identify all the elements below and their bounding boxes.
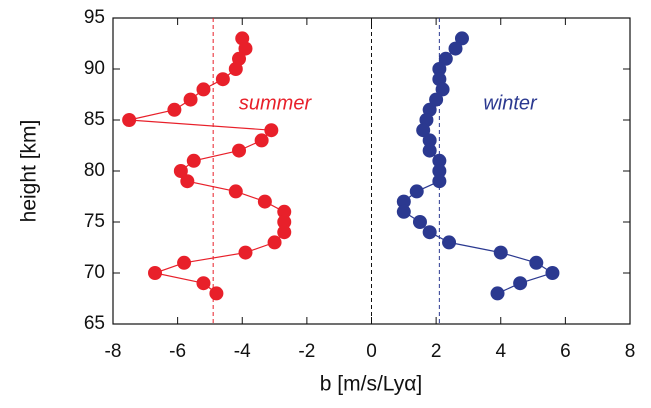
x-tick-label: -2 [298,341,315,362]
data-point [277,215,292,229]
data-point [396,194,411,209]
data-point [148,266,163,280]
data-point [254,133,269,148]
data-point [209,286,224,301]
data-point [180,174,195,189]
data-point [196,82,211,97]
data-point [422,143,437,158]
y-tick-label: 70 [84,262,105,283]
data-point [438,51,453,66]
data-point [432,174,447,189]
data-point [215,72,230,87]
data-point [257,194,272,209]
data-point [432,62,447,76]
y-axis-label: height [km] [18,120,41,223]
data-point [173,164,188,178]
data-point [267,235,282,250]
x-tick-label: 8 [625,341,636,362]
data-point [238,245,253,260]
data-point [238,41,253,56]
data-point [529,255,544,270]
series-line [403,38,554,294]
x-tick-label: -4 [234,341,251,362]
data-point [435,82,450,97]
data-point [493,245,508,260]
series-label: summer [239,92,313,114]
y-tick-label: 85 [84,109,105,130]
data-point [422,133,437,148]
x-tick-label: 4 [495,341,506,362]
y-tick-label: 95 [84,7,105,28]
y-tick-label: 65 [84,313,105,334]
data-point [277,225,292,240]
data-point [448,41,463,56]
data-point [454,31,469,46]
data-point [177,255,192,270]
data-point [429,92,444,107]
y-tick-label: 90 [84,58,105,79]
data-point [264,123,279,138]
data-point [416,123,431,138]
data-point [277,204,292,219]
y-tick-label: 75 [84,211,105,232]
data-point [409,184,424,199]
data-point [183,92,198,107]
data-point [228,184,243,199]
series-label: winter [483,92,538,114]
data-point [490,286,505,301]
series-line [129,38,285,294]
data-point [228,62,243,76]
data-point [122,113,137,127]
data-point [412,215,427,229]
data-point [422,225,437,240]
data-point [432,164,447,178]
data-point [232,143,247,158]
data-point [396,204,411,219]
data-point [442,235,457,250]
x-axis-label: b [m/s/Lyα] [320,373,422,396]
y-tick-label: 80 [84,160,105,181]
data-point [167,102,182,117]
x-tick-label: -8 [105,341,122,362]
data-point [545,266,560,280]
data-point [432,153,447,168]
x-tick-label: 2 [431,341,442,362]
x-tick-label: -6 [169,341,186,362]
data-point [513,276,528,291]
x-tick-label: 6 [560,341,571,362]
data-point [186,153,201,168]
x-tick-label: 0 [366,341,377,362]
data-point [196,276,211,291]
